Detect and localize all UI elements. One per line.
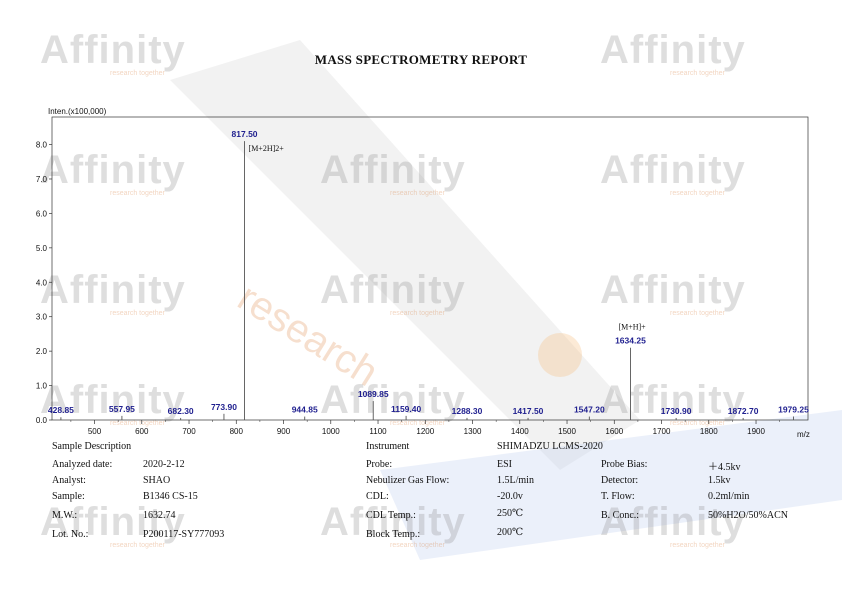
sample-value-analyzed-date: 2020-2-12 [143, 459, 185, 470]
instrument-label-b-conc: B. Conc.: [601, 510, 640, 521]
watermark-logo: Affinity research together [600, 148, 746, 197]
instrument-value-t-flow: 0.2ml/min [708, 491, 750, 502]
instrument-label-cdl: CDL: [366, 491, 389, 502]
x-tick-label: 1000 [322, 427, 340, 436]
x-tick-label: 800 [230, 427, 244, 436]
instrument-value-cdl-temp: 250℃ [497, 508, 524, 519]
watermark-logo: Affinity research together [40, 378, 186, 427]
x-tick-label: 1100 [369, 427, 387, 436]
x-tick-label: 600 [135, 427, 149, 436]
peak-label: 817.50 [232, 129, 258, 139]
x-tick-label: 1300 [464, 427, 482, 436]
y-tick-label: 8.0 [36, 141, 48, 150]
instrument-label-cdl-temp: CDL Temp.: [366, 510, 416, 521]
y-axis-label: Inten.(x100,000) [48, 107, 107, 116]
instrument-value-cdl: -20.0v [497, 491, 523, 502]
chart-labels: 428.85 557.95 682.30 773.90 817.50 944.85 1089… [48, 129, 809, 416]
watermark-logo: Affinity research together [320, 378, 466, 427]
y-tick-label: 7.0 [36, 175, 48, 184]
mass-spectrum-chart: 0.0 1.0 2.0 3.0 4.0 5.0 6.0 7.0 8.0 500 600 700 800 9… [36, 107, 810, 439]
sample-header: Sample Description [52, 441, 132, 452]
x-tick-label: 700 [182, 427, 196, 436]
instrument-value-probe: ESI [497, 459, 512, 470]
peak-label: 1730.90 [661, 406, 692, 416]
x-tick-label: 1500 [558, 427, 576, 436]
sample-label-sample: Sample: [52, 491, 85, 502]
y-tick-label: 5.0 [36, 244, 48, 253]
watermark-logo: Affinity research together [320, 148, 466, 197]
peak-label: 682.30 [168, 406, 194, 416]
x-tick-label: 1700 [653, 427, 671, 436]
y-tick-label: 0.0 [36, 416, 48, 425]
y-tick-label: 3.0 [36, 313, 48, 322]
peak-label: 1979.25 [778, 405, 809, 415]
sample-label-lot: Lot. No.: [52, 529, 89, 540]
x-tick-label: 1900 [747, 427, 765, 436]
peak-label: 557.95 [109, 404, 135, 414]
watermark-logo: Affinity research together [600, 28, 746, 77]
watermark-logo: Affinity research together [40, 268, 186, 317]
watermark-logo: Affinity research together [600, 378, 746, 427]
instrument-model: SHIMADZU LCMS-2020 [497, 441, 603, 452]
instrument-value-detector: 1.5kv [708, 475, 731, 486]
x-axis-label: m/z [797, 430, 810, 439]
report-title: MASS SPECTROMETRY REPORT [314, 52, 528, 67]
watermark-logo: Affinity research together [600, 500, 746, 549]
sample-label-analyzed-date: Analyzed date: [52, 459, 113, 470]
y-tick-label: 2.0 [36, 347, 48, 356]
ion-annotation: [M+H]+ [618, 323, 646, 332]
instrument-value-b-conc: 50%H2O/50%ACN [708, 510, 788, 521]
peak-label: 773.90 [211, 402, 237, 412]
sample-label-analyst: Analyst: [52, 475, 86, 486]
x-tick-label: 500 [88, 427, 102, 436]
chart-frame [51, 116, 809, 421]
instrument-label-detector: Detector: [601, 475, 639, 486]
instrument-header: Instrument [366, 441, 410, 452]
y-tick-label: 6.0 [36, 209, 48, 218]
chart-peaks [60, 141, 794, 420]
watermark-logo: Affinity research together [320, 268, 466, 317]
sample-value-sample: B1346 CS-15 [143, 491, 198, 502]
peak-label: 1417.50 [513, 406, 544, 416]
peak-label: 1288.30 [452, 406, 483, 416]
peak-label: 1159.40 [391, 404, 422, 414]
instrument-value-probe-bias: ＋4.5kv [708, 462, 741, 473]
sample-value-lot: P200117-SY777093 [143, 529, 225, 540]
instrument-label-t-flow: T. Flow: [601, 491, 635, 502]
plot-frame [51, 116, 809, 421]
x-tick-label: 1200 [416, 427, 434, 436]
instrument-label-probe: Probe: [366, 459, 393, 470]
y-tick-label: 4.0 [36, 278, 48, 287]
peak-label: 1634.25 [615, 336, 646, 346]
sample-value-analyst: SHAO [143, 475, 171, 486]
x-tick-label: 1400 [511, 427, 529, 436]
instrument-value-nebulizer: 1.5L/min [497, 475, 534, 486]
watermark-logo: Affinity research together [40, 28, 186, 77]
sample-label-mw: M.W.: [52, 510, 78, 521]
sample-value-mw: 1632.74 [143, 510, 176, 521]
x-tick-label: 900 [277, 427, 291, 436]
y-tick-label: 1.0 [36, 382, 48, 391]
peak-label: 944.85 [292, 405, 318, 415]
peak-label: 1547.20 [574, 405, 605, 415]
instrument-label-probe-bias: Probe Bias: [601, 459, 648, 470]
x-tick-label: 1600 [605, 427, 623, 436]
watermark-logo: Affinity research together [40, 500, 186, 549]
instrument-value-block-temp: 200℃ [497, 527, 524, 538]
x-tick-label: 1800 [700, 427, 718, 436]
watermark-logo: Affinity research together [40, 148, 186, 197]
chart-ticks: 0.0 1.0 2.0 3.0 4.0 5.0 6.0 7.0 8.0 500 600 700 800 9… [36, 141, 780, 436]
peak-label: 428.85 [48, 405, 74, 415]
peak-label: 1872.70 [728, 406, 759, 416]
instrument-label-nebulizer: Nebulizer Gas Flow: [366, 475, 450, 486]
watermark-logo: Affinity research together [600, 268, 746, 317]
ion-annotation: [M+2H]2+ [249, 144, 285, 153]
watermark-logo: Affinity research together [320, 500, 466, 549]
instrument-label-block-temp: Block Temp.: [366, 529, 421, 540]
peak-label: 1089.85 [358, 389, 389, 399]
